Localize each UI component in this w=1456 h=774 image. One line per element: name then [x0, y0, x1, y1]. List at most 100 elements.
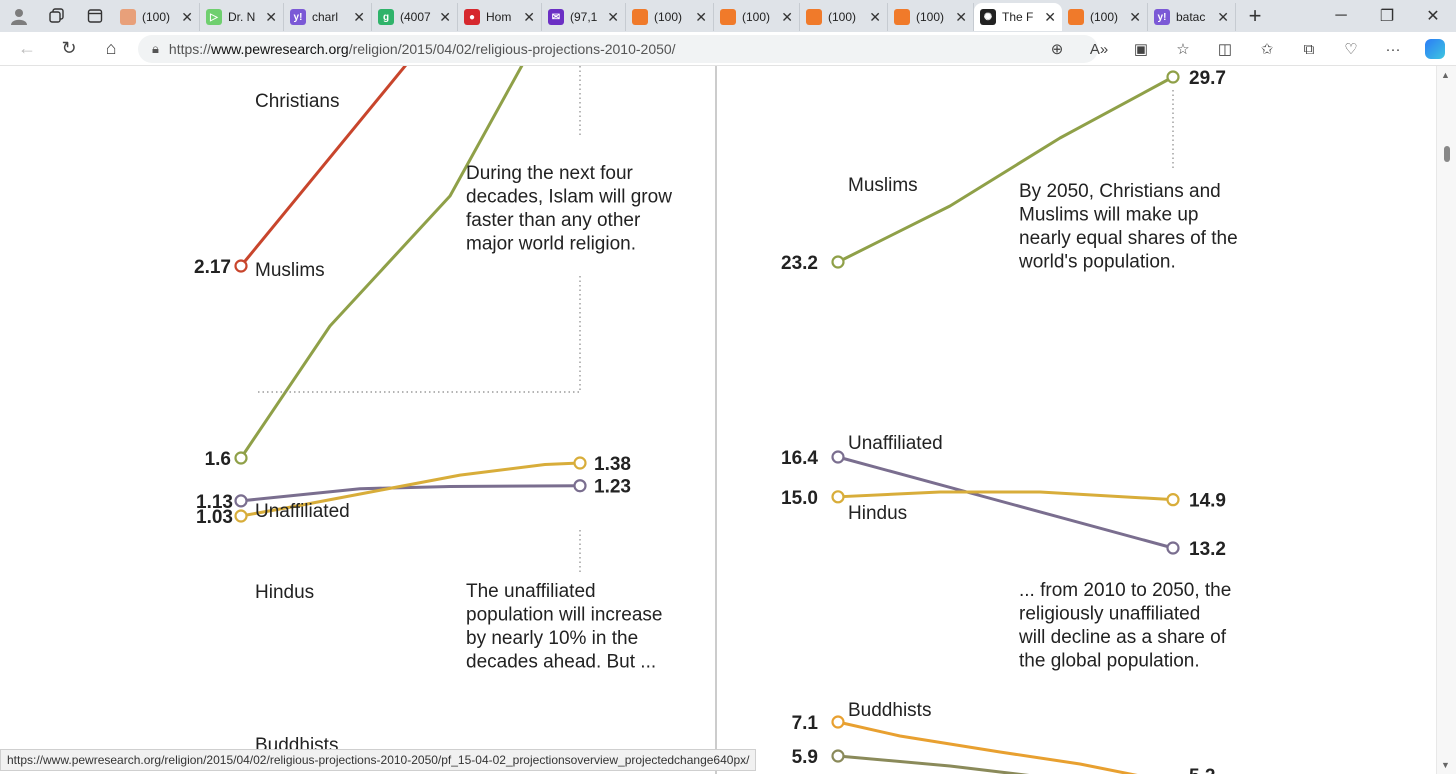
unaffiliated-share-start-marker	[831, 450, 845, 464]
read-aloud-icon[interactable]: A»	[1089, 40, 1109, 58]
tab-favicon-icon	[632, 9, 648, 25]
tab-favicon-icon	[1068, 9, 1084, 25]
annotation-line: by nearly 10% in the	[466, 628, 638, 649]
browser-tab[interactable]: ✉ (97,1 ✕	[542, 3, 626, 31]
tab-close-icon[interactable]: ✕	[523, 8, 535, 25]
new-tab-button[interactable]: +	[1248, 3, 1262, 28]
zoom-icon[interactable]: ⊕	[1050, 41, 1064, 58]
scroll-down-arrow[interactable]: ▼	[1441, 760, 1450, 770]
annotation-line: During the next four	[466, 163, 634, 184]
muslims-start-value: 1.6	[205, 449, 231, 470]
toolbar-icons: ⊕ A» ▣ ☆ ◫ ✩ ⧉ ♡ ···	[1036, 32, 1456, 66]
profile-icon[interactable]	[0, 0, 38, 32]
hindus-share-start-marker	[831, 490, 845, 504]
browser-tab[interactable]: (100) ✕	[1062, 3, 1148, 31]
hindus-share-end-value: 14.9	[1189, 491, 1226, 512]
browser-tab[interactable]: ▷ Dr. N ✕	[200, 3, 284, 31]
tab-title: Hom	[486, 10, 512, 24]
unaffiliated-share-series-label: Unaffiliated	[848, 433, 943, 454]
lock-icon[interactable]: 🔒︎	[152, 41, 159, 56]
url-host: www.pewresearch.org	[210, 41, 349, 57]
home-button[interactable]: ⌂	[105, 38, 117, 58]
second-series-share-start-value: 5.9	[792, 747, 818, 768]
tab-favicon-icon: g	[378, 9, 394, 25]
browser-tab[interactable]: (100) ✕	[114, 3, 200, 31]
tab-close-icon[interactable]: ✕	[955, 8, 967, 25]
unaffiliated-end-value: 1.23	[594, 477, 631, 498]
browser-tab[interactable]: ● Hom ✕	[458, 3, 542, 31]
annotation-equal-shares: By 2050, Christians and Muslims will make…	[1018, 181, 1238, 273]
tab-close-icon[interactable]: ✕	[869, 8, 881, 25]
muslims-start-marker	[234, 451, 248, 465]
url-path: /religion/2015/04/02/religious-projectio…	[348, 41, 676, 57]
annotation-islam-growth: During the next four decades, Islam will …	[466, 163, 672, 255]
muslims-share-end-marker	[1166, 70, 1180, 84]
scroll-up-arrow[interactable]: ▲	[1441, 70, 1450, 80]
browser-tab[interactable]: (100) ✕	[800, 3, 888, 31]
copilot-icon[interactable]	[1414, 32, 1456, 66]
browser-tab[interactable]: (100) ✕	[714, 3, 800, 31]
minimize-button[interactable]: ─	[1335, 7, 1347, 24]
second-series-share-line	[837, 754, 1030, 774]
browser-essentials-icon[interactable]: ♡	[1344, 41, 1358, 58]
tab-close-icon[interactable]: ✕	[1044, 8, 1056, 25]
annotation-line: major world religion.	[466, 234, 636, 255]
annotation-line: decades ahead. But ...	[466, 652, 656, 673]
annotation-line: will decline as a share of	[1018, 627, 1227, 648]
annotation-line: decades, Islam will grow	[466, 187, 672, 208]
favorites-icon[interactable]: ✩	[1260, 41, 1274, 58]
back-button[interactable]: ←	[18, 38, 36, 58]
muslims-series-label: Muslims	[255, 260, 325, 281]
muslims-share-line	[837, 75, 1174, 264]
hindus-line	[240, 461, 581, 518]
browser-tab[interactable]: ✺ The F ✕	[974, 3, 1062, 31]
tab-title: batac	[1176, 10, 1206, 24]
tab-title: (4007	[400, 10, 431, 24]
workspaces-icon[interactable]	[38, 0, 76, 32]
browser-tab[interactable]: y! batac ✕	[1148, 3, 1236, 31]
annotation-line: population will increase	[466, 605, 662, 626]
url-input[interactable]: 🔒︎ https://www.pewresearch.org/religion/…	[138, 35, 1098, 63]
tab-close-icon[interactable]: ✕	[439, 8, 451, 25]
hindus-share-line	[837, 490, 1174, 502]
tab-close-icon[interactable]: ✕	[607, 8, 619, 25]
hindus-start-marker	[234, 509, 248, 523]
unaffiliated-share-end-marker	[1166, 541, 1180, 555]
hindus-start-value: 1.03	[196, 507, 233, 528]
unaffiliated-share-line	[837, 455, 1174, 550]
page-scrollbar[interactable]: ▲ ▼	[1436, 66, 1456, 774]
muslims-share-end-value: 29.7	[1189, 68, 1226, 89]
immersive-reader-icon[interactable]: ▣	[1133, 41, 1149, 58]
hindus-share-end-marker	[1166, 493, 1180, 507]
tab-close-icon[interactable]: ✕	[1129, 8, 1141, 25]
page-content: Christians Muslims 2.17 1.6 During the next …	[0, 66, 1436, 774]
close-window-button[interactable]: ✕	[1426, 8, 1440, 25]
tab-title: (97,1	[570, 10, 598, 24]
tab-close-icon[interactable]: ✕	[353, 8, 365, 25]
hindus-share-series-label: Hindus	[848, 503, 907, 524]
tab-close-icon[interactable]: ✕	[695, 8, 707, 25]
browser-tab[interactable]: (100) ✕	[626, 3, 714, 31]
more-options-icon[interactable]: ···	[1385, 40, 1401, 58]
scroll-thumb[interactable]	[1444, 146, 1450, 162]
browser-tab[interactable]: (100) ✕	[888, 3, 974, 31]
buddhists-share-line	[837, 720, 1138, 774]
tab-close-icon[interactable]: ✕	[181, 8, 193, 25]
tab-close-icon[interactable]: ✕	[265, 8, 277, 25]
tab-title: (100)	[142, 10, 171, 24]
split-screen-icon[interactable]: ◫	[1217, 41, 1233, 58]
restore-button[interactable]: ❐	[1379, 8, 1395, 25]
hindus-end-value: 1.38	[594, 454, 631, 475]
favorite-star-icon[interactable]: ☆	[1176, 41, 1190, 58]
tab-actions-icon[interactable]	[76, 0, 114, 32]
collections-icon[interactable]: ⧉	[1303, 40, 1315, 58]
annotation-unaffiliated-decline: ... from 2010 to 2050, the religiously un…	[1018, 580, 1231, 672]
browser-tab[interactable]: g (4007 ✕	[372, 3, 458, 31]
refresh-button[interactable]: ↻	[61, 38, 77, 58]
browser-tab[interactable]: y! charl ✕	[284, 3, 372, 31]
tab-close-icon[interactable]: ✕	[781, 8, 793, 25]
second-series-share-start-marker	[831, 749, 845, 763]
tab-close-icon[interactable]: ✕	[1217, 8, 1229, 25]
tab-favicon-icon	[806, 9, 822, 25]
annotation-line: religiously unaffiliated	[1019, 604, 1200, 625]
